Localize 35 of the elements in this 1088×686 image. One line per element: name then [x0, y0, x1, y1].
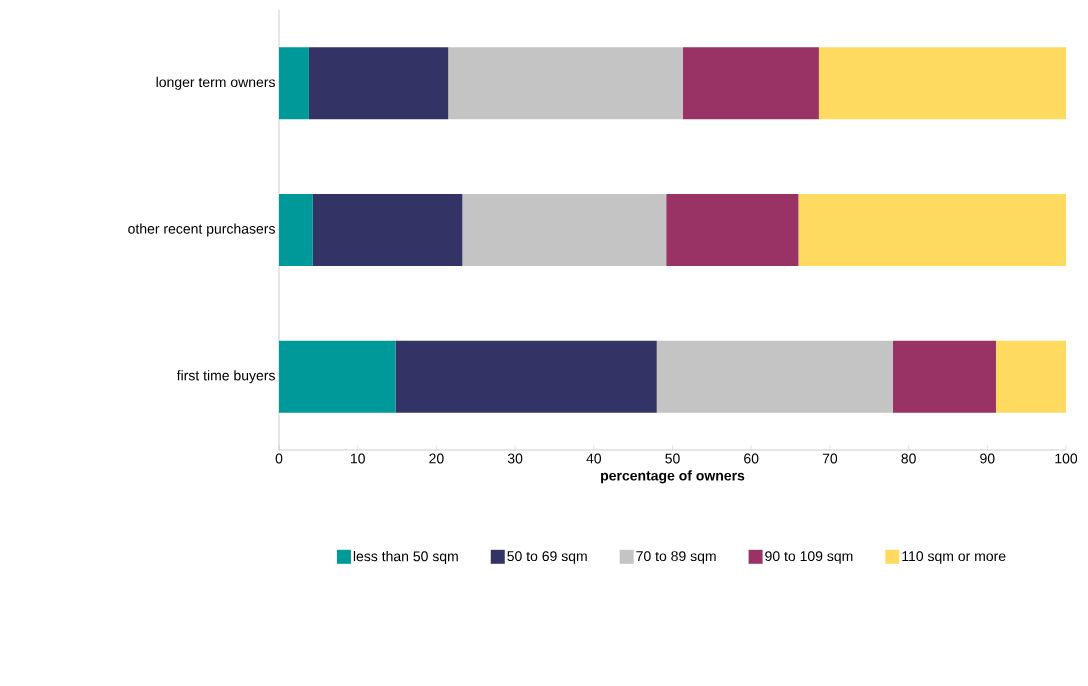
legend-label: 70 to 89 sqm [636, 551, 716, 564]
bar [462, 194, 667, 266]
bar [279, 47, 309, 120]
bar [312, 194, 463, 266]
bar [995, 340, 1067, 413]
bar [666, 194, 799, 266]
x-tick-label: 90 [980, 453, 995, 464]
bar [279, 340, 396, 413]
y-tick-label: longer term owners [156, 76, 275, 90]
x-tick-label: 0 [275, 453, 283, 464]
x-tick-label: 20 [429, 453, 444, 464]
legend-label: 110 sqm or more [902, 551, 1006, 564]
y-tick-label: other recent purchasers [128, 223, 275, 237]
y-tick-label: first time buyers [176, 370, 275, 384]
bar [798, 194, 1067, 266]
x-tick-label: 30 [507, 453, 523, 464]
bar [279, 194, 313, 266]
x-tick-label: 100 [1055, 453, 1078, 464]
legend-label: less than 50 sqm [353, 550, 458, 565]
bar [448, 47, 683, 120]
x-tick-label: 50 [665, 453, 680, 464]
x-tick-label: 40 [586, 453, 602, 464]
bar [682, 47, 819, 120]
x-tick-label: 70 [822, 453, 838, 464]
x-tick-label: 60 [744, 453, 759, 464]
x-tick-label: 80 [901, 453, 916, 464]
bar [656, 340, 893, 413]
bar [892, 340, 996, 413]
legend-label: 50 to 69 sqm [507, 551, 587, 564]
x-tick-label: 10 [350, 453, 365, 464]
bar [818, 47, 1067, 120]
bar [395, 340, 657, 413]
x-axis-title: percentage of owners [601, 470, 745, 484]
legend-label: 90 to 109 sqm [765, 551, 853, 564]
bar [308, 47, 449, 120]
